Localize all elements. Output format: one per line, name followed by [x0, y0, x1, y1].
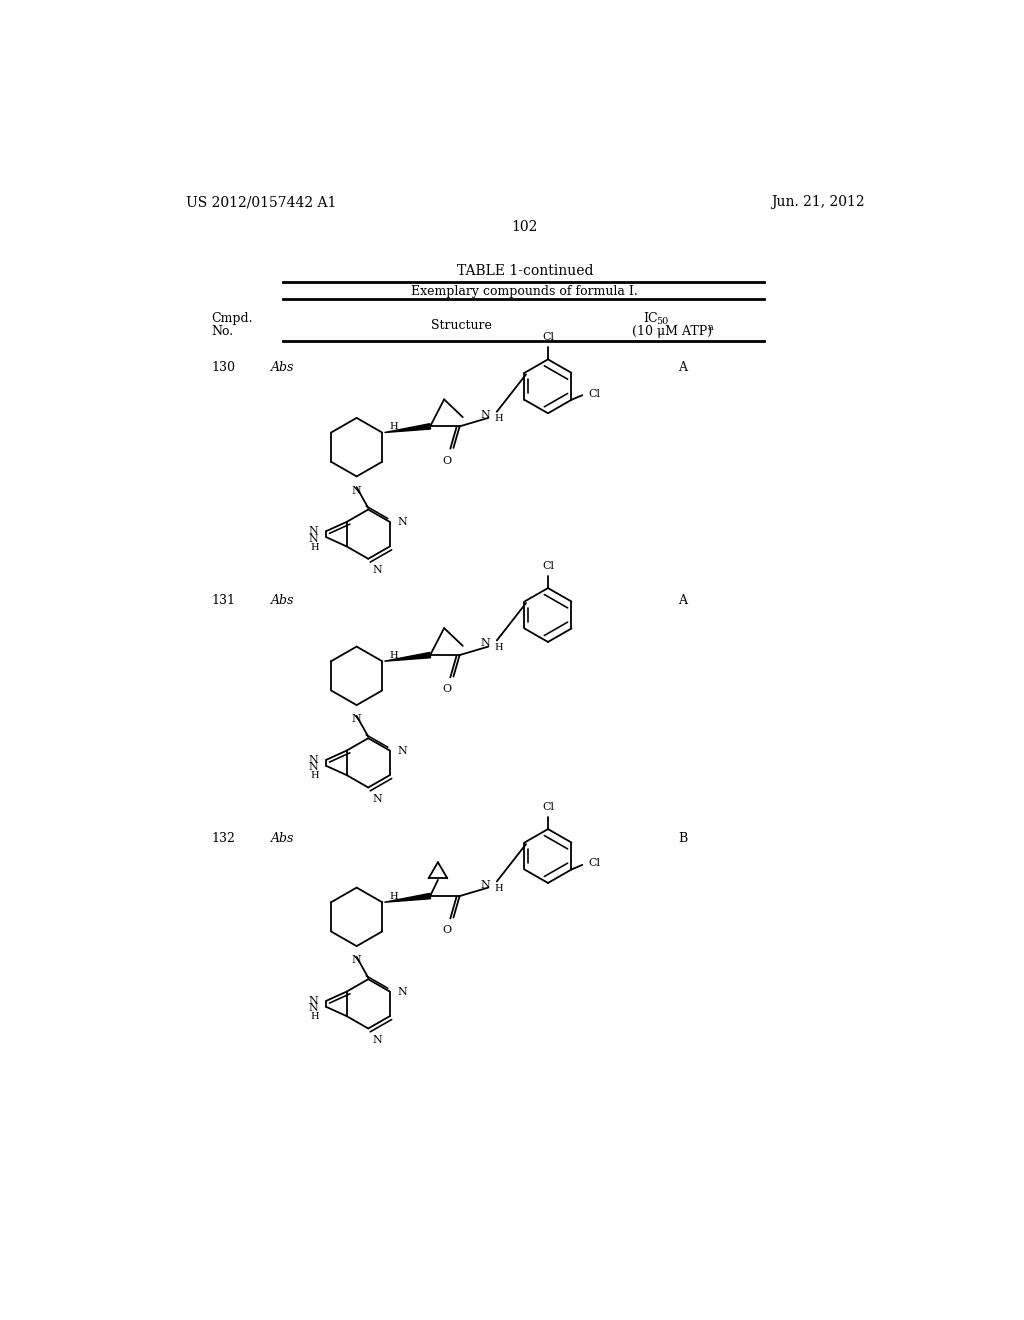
Text: N: N [480, 639, 489, 648]
Text: Abs: Abs [271, 832, 295, 845]
Polygon shape [384, 424, 430, 433]
Text: Cl: Cl [589, 388, 600, 399]
Text: H: H [495, 414, 503, 424]
Text: H: H [310, 543, 318, 552]
Text: N: N [309, 533, 318, 544]
Text: N: N [309, 763, 318, 772]
Polygon shape [384, 894, 430, 903]
Text: N: N [309, 995, 318, 1006]
Text: Jun. 21, 2012: Jun. 21, 2012 [771, 195, 864, 210]
Text: N: N [352, 486, 361, 495]
Text: Exemplary compounds of formula I.: Exemplary compounds of formula I. [412, 285, 638, 298]
Text: (10 μM ATP): (10 μM ATP) [632, 325, 712, 338]
Text: 130: 130 [212, 360, 236, 374]
Text: a: a [708, 323, 714, 333]
Text: Structure: Structure [431, 318, 492, 331]
Text: H: H [495, 884, 503, 892]
Text: H: H [495, 643, 503, 652]
Text: N: N [397, 746, 408, 755]
Text: N: N [352, 714, 361, 725]
Text: N: N [309, 527, 318, 536]
Text: N: N [480, 879, 489, 890]
Text: O: O [442, 455, 452, 466]
Text: A: A [678, 594, 687, 607]
Text: Cl: Cl [589, 858, 600, 869]
Text: N: N [309, 755, 318, 764]
Text: N: N [397, 986, 408, 997]
Text: TABLE 1-continued: TABLE 1-continued [457, 264, 593, 279]
Text: Cl: Cl [542, 333, 554, 342]
Text: Cmpd.: Cmpd. [212, 313, 253, 326]
Text: 102: 102 [512, 220, 538, 234]
Text: H: H [389, 891, 397, 900]
Text: N: N [352, 956, 361, 965]
Text: O: O [442, 684, 452, 694]
Text: N: N [372, 565, 382, 576]
Text: Cl: Cl [542, 803, 554, 812]
Text: A: A [678, 360, 687, 374]
Text: H: H [310, 1012, 318, 1022]
Text: H: H [389, 651, 397, 660]
Text: 132: 132 [212, 832, 236, 845]
Polygon shape [384, 652, 430, 661]
Text: Cl: Cl [542, 561, 554, 572]
Text: N: N [480, 409, 489, 420]
Text: B: B [678, 832, 687, 845]
Text: IC: IC [643, 313, 658, 326]
Text: N: N [372, 793, 382, 804]
Text: No.: No. [212, 325, 233, 338]
Text: N: N [309, 1003, 318, 1014]
Text: N: N [397, 517, 408, 527]
Text: 50: 50 [655, 317, 668, 326]
Text: N: N [372, 1035, 382, 1044]
Text: US 2012/0157442 A1: US 2012/0157442 A1 [186, 195, 337, 210]
Text: H: H [310, 771, 318, 780]
Text: 131: 131 [212, 594, 236, 607]
Text: H: H [389, 422, 397, 430]
Text: O: O [442, 925, 452, 936]
Text: Abs: Abs [271, 594, 295, 607]
Text: Abs: Abs [271, 360, 295, 374]
